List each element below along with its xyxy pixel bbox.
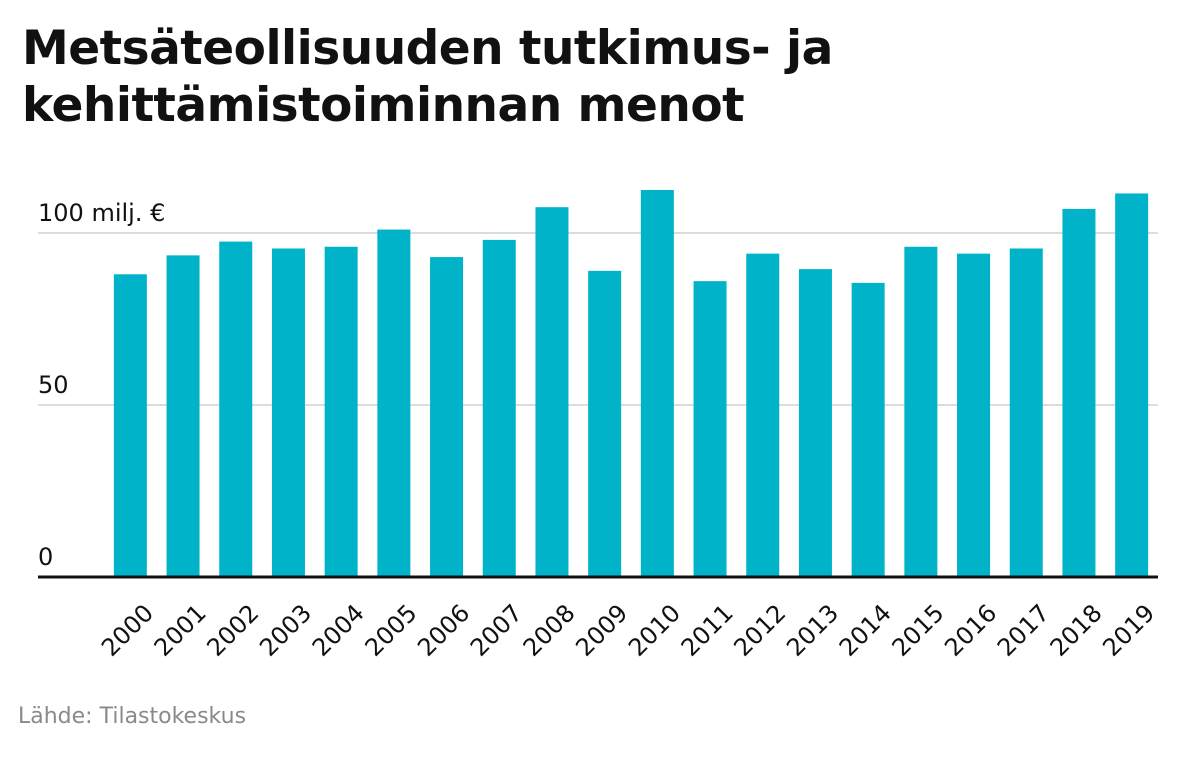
x-tick-label-2017: 2017: [992, 599, 1055, 662]
x-tick-label-2015: 2015: [887, 599, 950, 662]
x-tick-label-2009: 2009: [570, 599, 633, 662]
bars: [113, 190, 1149, 578]
bar-2004: [324, 246, 358, 577]
chart-title: Metsäteollisuuden tutkimus- ja kehittämi…: [22, 21, 833, 133]
x-tick-label-2002: 2002: [201, 599, 264, 662]
x-tick-label-2013: 2013: [781, 599, 844, 662]
bar-2012: [746, 253, 780, 577]
x-tick-label-2006: 2006: [412, 599, 475, 662]
x-tick-label-2008: 2008: [518, 599, 581, 662]
bar-2007: [482, 239, 516, 577]
y-tick-label-100: 100 milj. €: [38, 199, 165, 227]
x-tick-label-2000: 2000: [96, 599, 159, 662]
bar-2006: [430, 257, 464, 577]
bar-2010: [640, 190, 674, 577]
bar-2005: [377, 229, 411, 577]
bar-2017: [1009, 248, 1043, 578]
x-tick-label-2019: 2019: [1097, 599, 1160, 662]
x-tick-label-2005: 2005: [360, 599, 423, 662]
x-tick-label-2014: 2014: [834, 599, 897, 662]
bar-2002: [219, 241, 253, 577]
bar-2019: [1115, 193, 1149, 577]
bar-2018: [1062, 208, 1096, 578]
x-tick-label-2010: 2010: [623, 599, 686, 662]
bar-2001: [166, 255, 200, 578]
bar-2009: [588, 270, 622, 577]
y-axis-tick-labels: 0 50 100 milj. €: [38, 199, 165, 571]
bar-2000: [113, 274, 147, 577]
x-axis-tick-labels: 2000200120022003200420052006200720082009…: [96, 599, 1160, 662]
bar-2015: [904, 246, 938, 577]
x-tick-label-2018: 2018: [1045, 599, 1108, 662]
x-tick-label-2016: 2016: [939, 599, 1002, 662]
bar-2011: [693, 281, 727, 577]
y-tick-label-0: 0: [38, 543, 53, 571]
bar-2013: [798, 269, 832, 577]
x-tick-label-2003: 2003: [254, 599, 317, 662]
y-tick-label-50: 50: [38, 371, 69, 399]
source-note: Lähde: Tilastokeskus: [18, 704, 247, 729]
bar-2003: [271, 248, 305, 578]
bar-2014: [851, 282, 885, 577]
x-tick-label-2001: 2001: [149, 599, 212, 662]
bar-2008: [535, 207, 569, 577]
x-tick-label-2012: 2012: [728, 599, 791, 662]
x-tick-label-2004: 2004: [307, 599, 370, 662]
x-tick-label-2011: 2011: [676, 599, 739, 662]
x-tick-label-2007: 2007: [465, 599, 528, 662]
bar-2016: [957, 253, 991, 577]
